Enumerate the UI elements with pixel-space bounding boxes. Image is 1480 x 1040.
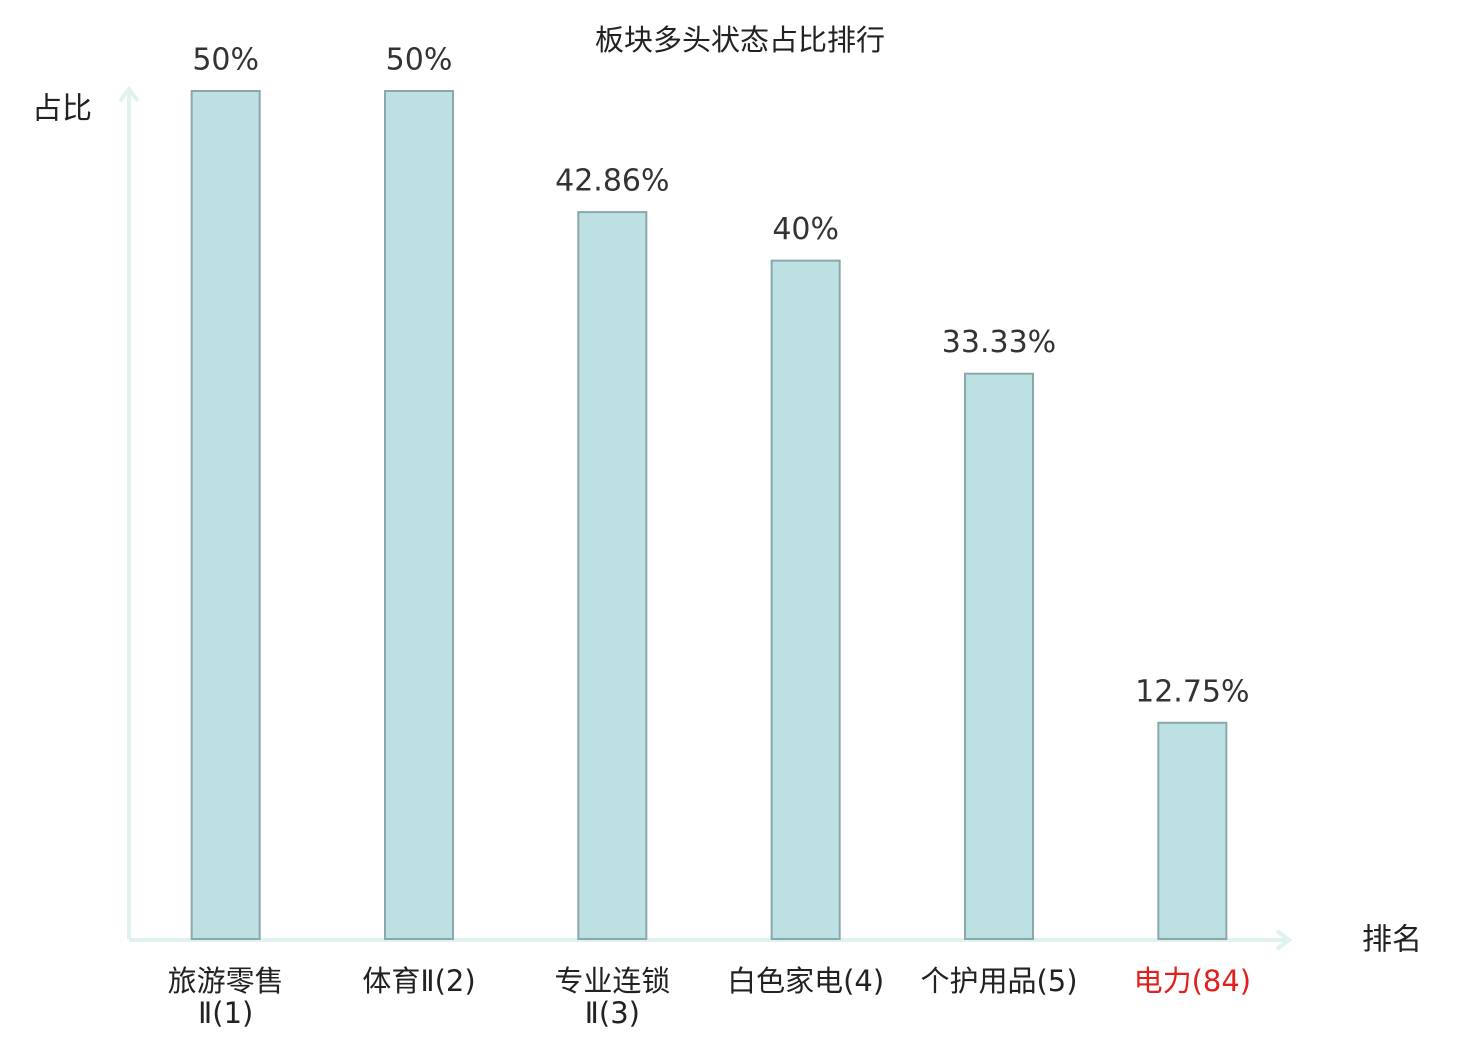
value-label: 33.33% — [942, 325, 1056, 360]
x-tick-label: 电力(84) — [1134, 964, 1252, 998]
bar — [770, 259, 841, 941]
bar — [1157, 721, 1228, 941]
x-tick-label: 个护用品(5) — [920, 964, 1077, 998]
x-tick-label: 白色家电(4) — [727, 964, 884, 998]
x-tick-label: 旅游零售 — [168, 964, 284, 998]
y-axis-label: 占比 — [32, 92, 92, 127]
y-axis — [118, 85, 140, 939]
x-tick-label: 专业连锁 — [554, 964, 670, 998]
bar — [964, 372, 1034, 940]
value-label: 40% — [772, 212, 839, 247]
value-label: 12.75% — [1135, 674, 1249, 709]
x-axis-label: 排名 — [1362, 923, 1422, 958]
bar — [190, 90, 261, 940]
bar — [577, 211, 648, 940]
x-axis — [129, 929, 1293, 951]
x-tick-label: 体育Ⅱ(2) — [362, 964, 475, 998]
value-label: 50% — [386, 43, 453, 78]
x-tick-label: Ⅱ(1) — [198, 996, 253, 1030]
x-tick-label: Ⅱ(3) — [585, 996, 640, 1030]
bar — [384, 90, 454, 940]
value-label: 50% — [192, 43, 259, 78]
chart-title: 板块多头状态占比排行 — [595, 23, 885, 57]
value-label: 42.86% — [555, 164, 669, 199]
